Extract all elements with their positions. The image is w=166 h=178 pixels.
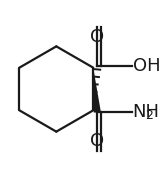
Text: O: O xyxy=(90,28,104,46)
Text: NH: NH xyxy=(133,103,160,121)
Text: OH: OH xyxy=(133,57,160,75)
Text: O: O xyxy=(90,132,104,150)
Polygon shape xyxy=(93,68,101,113)
Text: 2: 2 xyxy=(145,109,153,122)
